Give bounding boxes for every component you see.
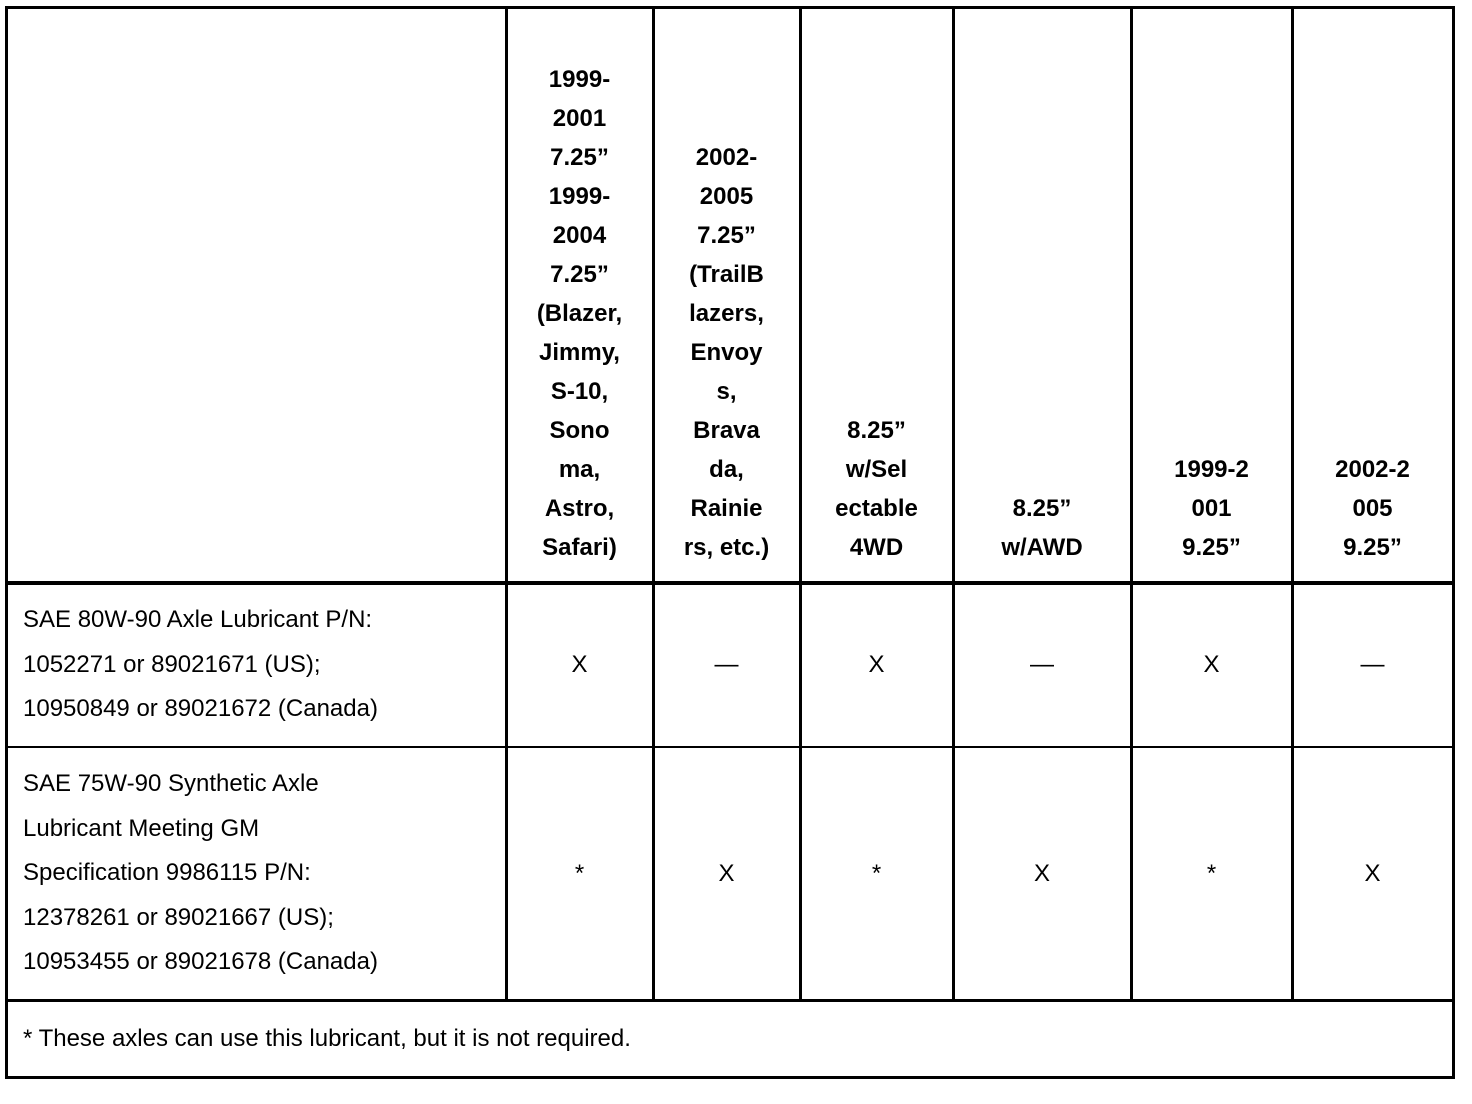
label-line: SAE 75W-90 Synthetic Axle <box>23 770 319 798</box>
header-line: Jimmy, <box>539 339 620 366</box>
cell-value: X <box>1033 859 1050 887</box>
header-line: (TrailB <box>689 261 764 288</box>
row-label: SAE 80W-90 Axle Lubricant P/N: 1052271 or… <box>6 583 506 747</box>
column-header: 1999- 2001 7.25” 1999- 2004 7.25” (Blazer, Jimm… <box>506 7 653 583</box>
header-line: Envoy <box>690 339 763 366</box>
rule <box>5 999 1455 1002</box>
column-header: 8.25” w/Sel ectable 4WD <box>800 7 953 583</box>
header-line: rs, etc.) <box>683 534 770 561</box>
header-line: 001 <box>1191 495 1232 522</box>
cell-value: — <box>714 651 739 678</box>
header-line: 9.25” <box>1182 534 1241 561</box>
header-line: 7.25” <box>550 144 609 171</box>
header-line: w/AWD <box>1001 534 1083 561</box>
header-line: 2002- <box>695 144 758 171</box>
cell-value: * <box>1206 859 1217 887</box>
column-header: 8.25” w/AWD <box>953 7 1131 583</box>
header-line: Safari) <box>542 534 617 561</box>
header-line: 7.25” <box>550 261 609 288</box>
header-line: 8.25” <box>1012 495 1072 522</box>
label-line: Specification 9986115 P/N: <box>23 859 311 887</box>
rule <box>5 746 1455 748</box>
cell-value: X <box>868 651 885 678</box>
cell-value: * <box>871 859 882 887</box>
header-line: lazers, <box>689 300 764 327</box>
header-line: 2005 <box>699 183 754 210</box>
label-line: SAE 80W-90 Axle Lubricant P/N: <box>23 606 373 634</box>
cell-value: — <box>1030 651 1054 678</box>
header-line: (Blazer, <box>536 300 623 327</box>
header-line: 1999- <box>548 183 611 210</box>
header-line: 7.25” <box>697 222 756 249</box>
header-line: Astro, <box>544 495 615 522</box>
column-header: 2002- 2005 7.25” (TrailB lazers, Envoy s, Brava… <box>653 7 800 583</box>
footnote: * These axles can use this lubricant, bu… <box>23 1024 631 1052</box>
cell-value: * <box>574 859 585 887</box>
header-line: 2004 <box>552 222 607 249</box>
header-line: s, <box>716 378 737 405</box>
header-line: w/Sel <box>845 456 908 483</box>
label-line: 10953455 or 89021678 (Canada) <box>23 948 378 976</box>
label-line: 12378261 or 89021667 (US); <box>23 903 334 931</box>
header-line: 2001 <box>552 105 607 132</box>
header-line: da, <box>709 456 744 483</box>
cell-value: X <box>718 859 735 887</box>
header-line: ma, <box>558 456 601 483</box>
header-line: 2002-2 <box>1335 456 1410 483</box>
header-line: Sono <box>549 417 610 444</box>
header-line: 9.25” <box>1343 534 1402 561</box>
header-line: 005 <box>1352 495 1393 522</box>
rule <box>5 581 1455 585</box>
cell-value: X <box>1203 651 1220 678</box>
header-line: 4WD <box>849 534 904 561</box>
rule <box>505 7 508 1000</box>
column-header: 1999-2 001 9.25” <box>1131 7 1292 583</box>
column-header: 2002-2 005 9.25” <box>1292 7 1453 583</box>
cell-value: X <box>571 651 588 678</box>
header-line: S-10, <box>550 378 609 405</box>
rule <box>5 7 8 1077</box>
rule <box>1291 7 1294 1000</box>
label-line: 1052271 or 89021671 (US); <box>23 650 321 678</box>
header-line: ectable <box>835 495 918 522</box>
header-line: 1999-2 <box>1174 456 1249 483</box>
header-line: Rainie <box>690 495 763 522</box>
rule <box>652 7 655 1000</box>
header-line: 1999- <box>548 66 611 93</box>
label-line: Lubricant Meeting GM <box>23 814 260 842</box>
rule <box>5 6 1455 9</box>
rule <box>1452 7 1455 1077</box>
rule <box>799 7 802 1000</box>
cell-value: X <box>1364 859 1381 887</box>
rule <box>5 1076 1455 1079</box>
header-line: Brava <box>693 417 760 444</box>
rule <box>952 7 955 1000</box>
label-line: 10950849 or 89021672 (Canada) <box>23 695 378 723</box>
rule <box>1130 7 1133 1000</box>
cell-value: — <box>1360 651 1385 678</box>
header-line: 8.25” <box>847 417 906 444</box>
row-label: SAE 75W-90 Synthetic Axle Lubricant Meeti… <box>6 747 506 1000</box>
